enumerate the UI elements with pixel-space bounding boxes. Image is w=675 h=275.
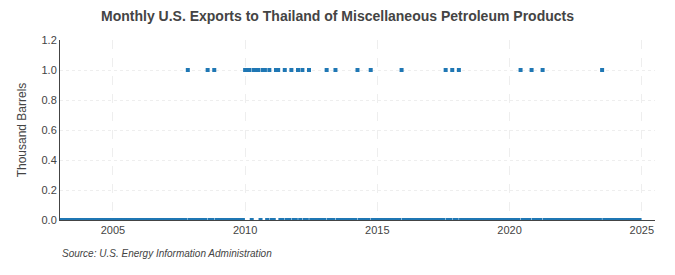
svg-text:1.0: 1.0	[42, 64, 57, 76]
svg-text:2010: 2010	[233, 224, 257, 236]
svg-text:Thousand Barrels: Thousand Barrels	[15, 83, 29, 178]
svg-text:2005: 2005	[101, 224, 125, 236]
svg-text:Monthly U.S. Exports to Thaila: Monthly U.S. Exports to Thailand of Misc…	[101, 8, 574, 24]
svg-text:1.2: 1.2	[42, 34, 57, 46]
svg-text:0.6: 0.6	[42, 124, 57, 136]
svg-text:0.0: 0.0	[42, 214, 57, 226]
svg-text:Source: U.S. Energy Informatio: Source: U.S. Energy Information Administ…	[62, 248, 272, 259]
svg-text:0.4: 0.4	[42, 154, 57, 166]
svg-text:2015: 2015	[365, 224, 389, 236]
svg-text:2025: 2025	[630, 224, 654, 236]
svg-text:0.8: 0.8	[42, 94, 57, 106]
svg-text:2020: 2020	[497, 224, 521, 236]
svg-text:0.2: 0.2	[42, 184, 57, 196]
